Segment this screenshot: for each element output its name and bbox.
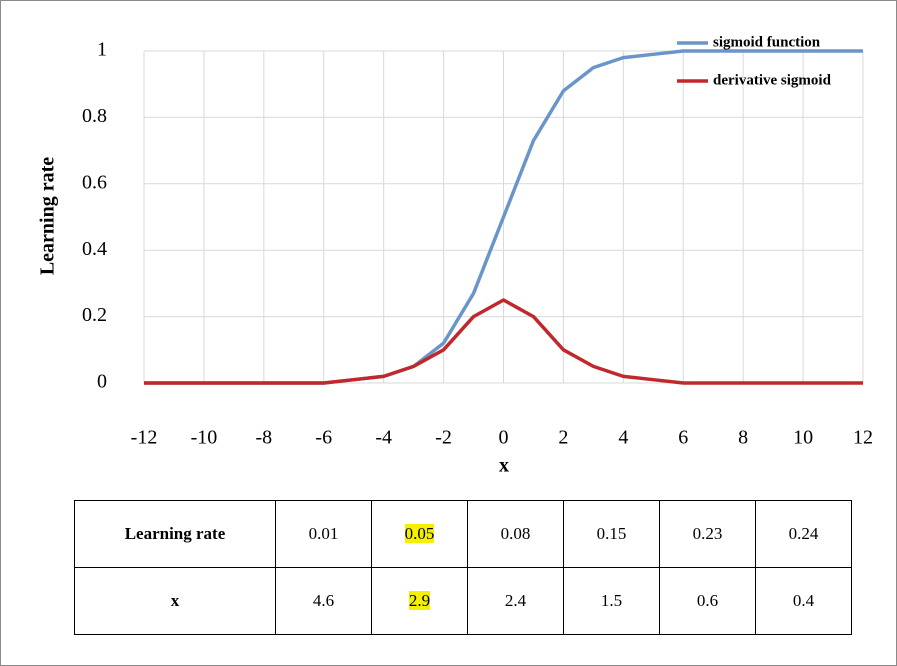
row-header: Learning rate (75, 501, 276, 568)
cell: 1.5 (564, 568, 660, 635)
y-tick-label: 0.8 (82, 105, 107, 127)
x-tick-label: -6 (315, 427, 332, 449)
x-tick-label: 2 (558, 427, 568, 449)
legend-label: sigmoid function (713, 34, 821, 50)
highlighted-cell: 2.9 (409, 591, 430, 610)
highlighted-cell: 0.05 (405, 524, 435, 543)
y-axis-title: Learning rate (37, 157, 59, 275)
x-tick-label: 4 (618, 427, 628, 449)
legend-label: derivative sigmoid (713, 72, 832, 88)
cell: 0.01 (276, 501, 372, 568)
y-tick-label: 0 (97, 371, 107, 393)
row-header: x (75, 568, 276, 635)
cell: 0.23 (660, 501, 756, 568)
cell: 0.08 (468, 501, 564, 568)
y-tick-label: 1 (97, 39, 107, 61)
x-tick-label: -8 (255, 427, 272, 449)
x-tick-label: 0 (499, 427, 509, 449)
cell: 0.15 (564, 501, 660, 568)
cell: 2.9 (372, 568, 468, 635)
x-tick-label: -10 (191, 427, 218, 449)
cell: 0.6 (660, 568, 756, 635)
x-tick-label: 8 (738, 427, 748, 449)
y-tick-label: 0.6 (82, 171, 107, 193)
cell: 0.4 (756, 568, 852, 635)
x-tick-label: -4 (375, 427, 392, 449)
chart: Learning rate x 0 0.2 0.4 0.6 0.8 1 -12 -10 -8 -6… (1, 1, 896, 491)
page: Learning rate x 00.20.40.60.81-12-10-8-6… (0, 0, 897, 666)
x-tick-label: 12 (853, 427, 873, 449)
cell: 4.6 (276, 568, 372, 635)
x-tick-label: -2 (435, 427, 452, 449)
x-tick-label: -12 (131, 427, 158, 449)
x-axis-title: x (499, 455, 509, 477)
y-tick-label: 0.2 (82, 304, 107, 326)
table: Learning rate 0.01 0.05 0.08 0.15 0.23 0… (74, 500, 852, 635)
x-tick-label: 10 (793, 427, 813, 449)
cell: 2.4 (468, 568, 564, 635)
cell: 0.24 (756, 501, 852, 568)
y-tick-label: 0.4 (82, 238, 107, 260)
x-tick-label: 6 (678, 427, 688, 449)
cell: 0.05 (372, 501, 468, 568)
